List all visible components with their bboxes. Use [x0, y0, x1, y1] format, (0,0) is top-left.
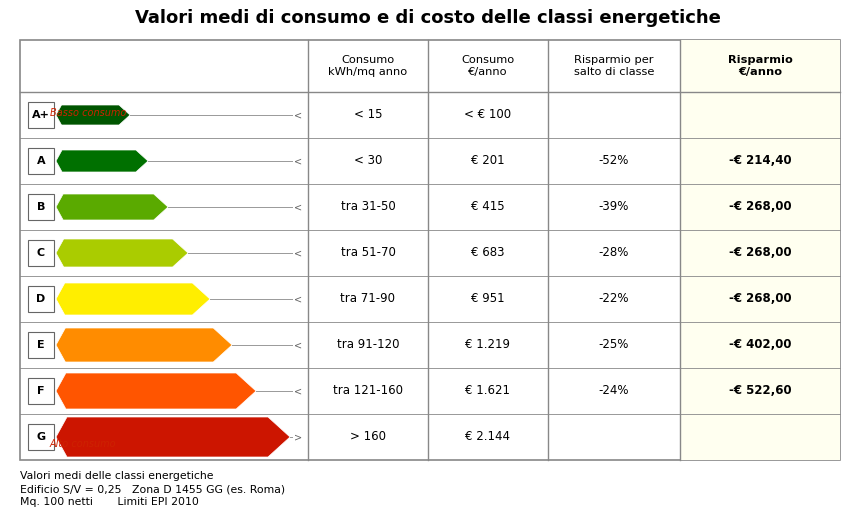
Polygon shape [56, 239, 188, 267]
Text: € 2.144: € 2.144 [466, 430, 510, 444]
Text: -€ 268,00: -€ 268,00 [728, 293, 791, 306]
Text: Valori medi delle classi energetiche: Valori medi delle classi energetiche [20, 471, 213, 481]
Text: <: < [294, 202, 302, 212]
Text: € 683: € 683 [472, 247, 505, 259]
Text: € 1.621: € 1.621 [466, 384, 510, 398]
Text: < 30: < 30 [354, 155, 382, 167]
Text: G: G [37, 432, 45, 442]
Text: tra 31-50: tra 31-50 [341, 201, 395, 213]
Polygon shape [56, 417, 290, 457]
Text: Consumo
€/anno: Consumo €/anno [461, 55, 514, 77]
Text: < € 100: < € 100 [465, 108, 512, 121]
Polygon shape [56, 373, 256, 409]
Text: -€ 402,00: -€ 402,00 [728, 338, 791, 352]
Text: F: F [38, 386, 45, 396]
Text: tra 91-120: tra 91-120 [336, 338, 399, 352]
Text: B: B [37, 202, 45, 212]
Bar [28, 378, 54, 404]
Text: Valori medi di consumo e di costo delle classi energetiche: Valori medi di consumo e di costo delle … [135, 9, 721, 27]
Text: -52%: -52% [599, 155, 629, 167]
Text: Alto consumo: Alto consumo [50, 439, 116, 449]
Text: <: < [294, 340, 302, 350]
Text: -24%: -24% [598, 384, 629, 398]
Text: tra 51-70: tra 51-70 [341, 247, 395, 259]
Bar [28, 424, 54, 450]
Text: >: > [294, 432, 302, 442]
Bar [20, 40, 840, 460]
Polygon shape [56, 105, 130, 125]
Bar [28, 286, 54, 312]
Text: <: < [294, 294, 302, 304]
Text: Consumo
kWh/mq anno: Consumo kWh/mq anno [329, 55, 407, 77]
Text: D: D [36, 294, 45, 304]
Bar [28, 102, 54, 128]
Text: Basso consumo: Basso consumo [50, 108, 127, 118]
Text: <: < [294, 248, 302, 258]
Text: < 15: < 15 [354, 108, 383, 121]
Text: € 201: € 201 [471, 155, 505, 167]
Polygon shape [56, 283, 210, 315]
Text: Risparmio
€/anno: Risparmio €/anno [728, 55, 793, 77]
Text: C: C [37, 248, 45, 258]
Text: Mq. 100 netti       Limiti EPI 2010: Mq. 100 netti Limiti EPI 2010 [20, 497, 199, 507]
Text: -€ 268,00: -€ 268,00 [728, 247, 791, 259]
Text: tra 71-90: tra 71-90 [341, 293, 395, 306]
Polygon shape [56, 194, 168, 220]
Text: <: < [294, 110, 302, 120]
Text: <: < [294, 386, 302, 396]
Text: Edificio S/V = 0,25   Zona D 1455 GG (es. Roma): Edificio S/V = 0,25 Zona D 1455 GG (es. … [20, 484, 285, 494]
Bar [28, 332, 54, 358]
Text: € 415: € 415 [471, 201, 505, 213]
Polygon shape [56, 150, 148, 172]
Text: E: E [37, 340, 45, 350]
Bar [680, 40, 840, 460]
Text: -22%: -22% [598, 293, 629, 306]
Bar [28, 240, 54, 266]
Text: -€ 268,00: -€ 268,00 [728, 201, 791, 213]
Text: -28%: -28% [599, 247, 629, 259]
Text: € 951: € 951 [471, 293, 505, 306]
Text: > 160: > 160 [350, 430, 386, 444]
Text: tra 121-160: tra 121-160 [333, 384, 403, 398]
Text: -39%: -39% [599, 201, 629, 213]
Text: <: < [294, 156, 302, 166]
Text: A: A [37, 156, 45, 166]
Bar [28, 194, 54, 220]
Text: € 1.219: € 1.219 [466, 338, 510, 352]
Bar [28, 148, 54, 174]
Polygon shape [56, 328, 232, 362]
Text: -€ 214,40: -€ 214,40 [728, 155, 791, 167]
Text: Risparmio per
salto di classe: Risparmio per salto di classe [574, 55, 654, 77]
Text: -25%: -25% [599, 338, 629, 352]
Text: A+: A+ [32, 110, 50, 120]
Text: -€ 522,60: -€ 522,60 [728, 384, 791, 398]
